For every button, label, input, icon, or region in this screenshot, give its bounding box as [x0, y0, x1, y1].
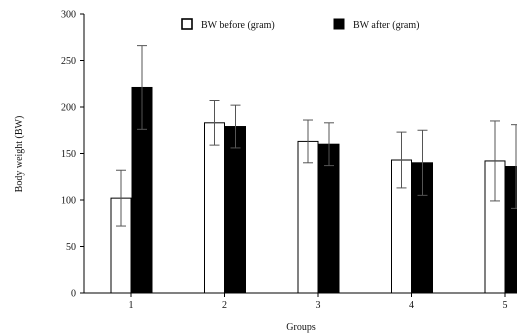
bar-bw-before: [204, 122, 225, 294]
legend-label: BW after (gram): [353, 20, 419, 31]
y-tick-label: 100: [61, 196, 76, 207]
y-axis-title: Body weight (BW): [14, 116, 25, 193]
error-bar: [230, 104, 241, 149]
legend-swatch: [333, 18, 345, 30]
x-tick-label: 3: [316, 300, 321, 311]
error-bar: [511, 124, 517, 209]
y-tick-label: 50: [66, 242, 76, 253]
y-tick-label: 0: [71, 289, 76, 300]
error-bar: [396, 131, 407, 189]
x-tick-label: 1: [129, 300, 134, 311]
legend-item-bw-before: BW before (gram): [181, 18, 275, 31]
legend-label: BW before (gram): [201, 20, 275, 31]
y-tick-label: 200: [61, 103, 76, 114]
error-bars: [116, 45, 517, 227]
y-tick-label: 150: [61, 149, 76, 160]
error-bar: [209, 99, 220, 146]
y-tick-label: 300: [61, 10, 76, 21]
bar-bw-after: [318, 143, 340, 294]
legend-swatch: [181, 18, 193, 30]
x-tick-label: 5: [503, 300, 508, 311]
error-bar: [303, 119, 313, 164]
y-axis: 0 50 100 150 200 250 300: [61, 10, 85, 300]
error-bar: [490, 120, 500, 202]
legend: BW before (gram) BW after (gram): [181, 18, 419, 31]
error-bar: [137, 45, 147, 130]
bars: [110, 86, 517, 294]
bar-bw-before: [297, 140, 319, 294]
error-bar: [417, 129, 428, 196]
x-axis: 1 2 3 4 5: [84, 292, 517, 311]
x-axis-title: Groups: [286, 322, 316, 333]
legend-item-bw-after: BW after (gram): [333, 18, 419, 31]
error-bar: [116, 169, 126, 227]
y-tick-label: 250: [61, 56, 76, 67]
bar-bw-after: [505, 166, 517, 294]
x-tick-label: 4: [409, 300, 414, 311]
error-bar: [324, 122, 334, 167]
bar-bw-after: [225, 126, 246, 294]
x-tick-label: 2: [222, 300, 227, 311]
